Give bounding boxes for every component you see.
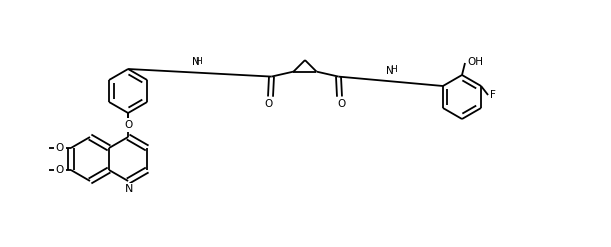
Text: O: O <box>337 99 346 109</box>
Text: O: O <box>124 120 132 130</box>
Text: O: O <box>265 99 273 109</box>
Text: O: O <box>56 165 64 175</box>
Text: N: N <box>125 184 133 194</box>
Text: H: H <box>390 65 397 74</box>
Text: N: N <box>192 57 200 67</box>
Text: OH: OH <box>467 57 483 67</box>
Text: F: F <box>490 90 496 100</box>
Text: O: O <box>56 143 64 153</box>
Text: N: N <box>386 66 393 76</box>
Text: H: H <box>196 57 202 66</box>
